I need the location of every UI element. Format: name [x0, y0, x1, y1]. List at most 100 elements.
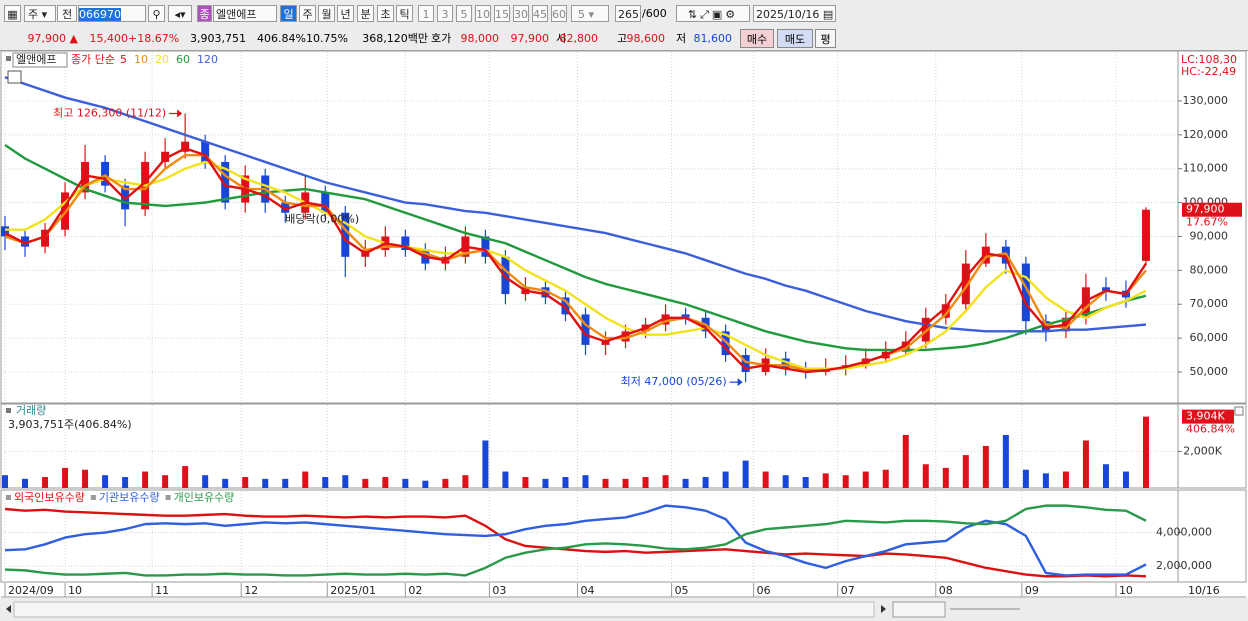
x-tick-label: 12	[244, 584, 258, 597]
interval-button[interactable]: 30	[513, 5, 529, 22]
low-label: 저	[676, 32, 687, 45]
x-tick-label: 03	[492, 584, 506, 597]
volume-bar	[622, 478, 629, 488]
last-volume-box	[1182, 409, 1234, 424]
volume-bar	[42, 477, 49, 488]
volume-bar	[702, 477, 709, 488]
legend-icon	[90, 495, 96, 500]
panel-frame	[0, 403, 1247, 489]
legend-icon	[6, 408, 11, 413]
volume-bar	[82, 469, 89, 488]
series-line	[4, 153, 1147, 372]
period-button[interactable]: 일	[280, 5, 297, 22]
candle-body	[661, 314, 670, 325]
volume-bar	[662, 475, 669, 488]
bid-label: 호가	[431, 32, 452, 45]
volume-bar	[502, 471, 509, 488]
chart-tools[interactable]: ⇅⤢▣⚙	[676, 5, 750, 22]
stock-name[interactable]: 엘앤에프	[213, 5, 277, 22]
interval-button[interactable]: 1	[418, 5, 434, 22]
candle-body	[101, 161, 110, 186]
volume-bar	[362, 478, 369, 488]
current-price-label: 97,900	[1186, 203, 1225, 216]
volume-bar	[102, 475, 109, 488]
interval-button[interactable]: 5	[456, 5, 472, 22]
y-tick-label: 2,000,000	[1156, 559, 1212, 572]
count-select-value: 5	[578, 8, 585, 21]
interval-button[interactable]: 15	[494, 5, 510, 22]
buy-button[interactable]: 매수	[740, 29, 774, 48]
prev-select[interactable]: 전	[57, 5, 77, 22]
candle-body	[181, 141, 190, 152]
series-line	[4, 76, 1147, 333]
menu-icon[interactable]: ▦	[4, 5, 21, 22]
volume-bar	[1002, 434, 1009, 488]
search-button[interactable]: ⚲	[148, 5, 165, 22]
volume-bar	[902, 434, 909, 488]
x-tick-label: 02	[408, 584, 422, 597]
playback-controls[interactable]	[892, 601, 946, 618]
volume-bar	[2, 475, 8, 488]
sell-button[interactable]: 매도	[777, 29, 813, 48]
period-button[interactable]: 월	[318, 5, 335, 22]
volume-bar	[282, 478, 289, 488]
tool-icons[interactable]	[1032, 602, 1244, 617]
open: 82,800	[559, 32, 599, 45]
interval-button[interactable]: 45	[532, 5, 548, 22]
market-select[interactable]: 주 ▾	[24, 5, 56, 22]
sound-button[interactable]: ◂▾	[168, 5, 192, 22]
period-button[interactable]: 주	[299, 5, 316, 22]
count-select[interactable]: 5 ▾	[571, 5, 609, 22]
interval-button[interactable]: 10	[475, 5, 491, 22]
period-button[interactable]: 초	[377, 5, 394, 22]
current-rate: 17.67%	[1186, 216, 1228, 229]
legend-entry: 5	[120, 53, 127, 66]
volume-bar	[682, 478, 689, 488]
date-input[interactable]: 2025/10/16 ▤	[753, 5, 836, 22]
volume-bar	[1022, 469, 1029, 488]
volume-bar	[1062, 471, 1069, 488]
interval-button[interactable]: 3	[437, 5, 453, 22]
count-input[interactable]: 265	[615, 5, 641, 22]
change: 15,400	[89, 32, 129, 45]
x-tick-label: 2025/01	[330, 584, 376, 597]
panel-close	[1234, 406, 1244, 416]
scroll-right[interactable]	[881, 605, 886, 613]
volume-bar	[602, 478, 609, 488]
volume-bar	[522, 477, 529, 488]
period-button[interactable]: 틱	[396, 5, 413, 22]
code-input[interactable]: 066970	[78, 5, 146, 22]
candle-body	[201, 141, 210, 162]
scroll-left[interactable]	[6, 605, 11, 613]
series-line	[4, 504, 1147, 577]
volume-bar	[922, 464, 929, 488]
x-tick-label: 10	[1119, 584, 1133, 597]
period-button[interactable]: 분	[357, 5, 374, 22]
series-line	[4, 504, 1147, 577]
candle-body	[1141, 209, 1150, 261]
volume-bar	[542, 478, 549, 488]
y-tick-label: 4,000,000	[1156, 526, 1212, 539]
volume-bar	[1082, 440, 1089, 488]
volume-bar	[22, 478, 29, 488]
rate: +18.67%	[128, 32, 180, 45]
candle-body	[1021, 263, 1030, 322]
candle-body	[1, 226, 9, 237]
volume-bar	[822, 473, 829, 488]
candle-body	[961, 263, 970, 305]
y-tick-label: 50,000	[1190, 365, 1229, 378]
annotation: 최고 126,300 (11/12)	[53, 106, 166, 119]
scroll-track[interactable]	[13, 601, 875, 618]
interval-button[interactable]: 60	[551, 5, 567, 22]
y-tick-label: 90,000	[1190, 229, 1229, 242]
legend-title: 엘앤에프	[16, 53, 56, 66]
candle-body	[1101, 287, 1110, 291]
period-button[interactable]: 년	[337, 5, 354, 22]
legend-entry: 60	[176, 53, 190, 66]
candle-body	[401, 236, 410, 251]
current-price-box	[1182, 202, 1242, 217]
y-tick-label: 110,000	[1183, 162, 1229, 175]
volume-bar	[482, 440, 489, 488]
avg-button[interactable]: 평	[815, 29, 836, 48]
